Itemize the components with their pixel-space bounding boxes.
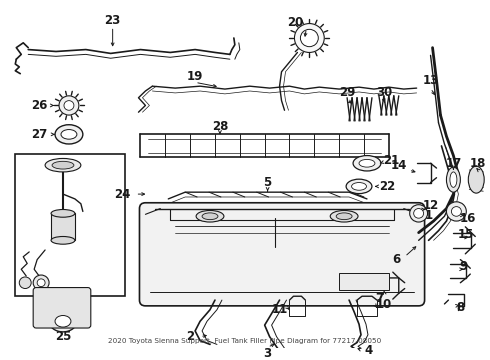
Circle shape: [300, 29, 318, 47]
Text: 22: 22: [379, 180, 395, 193]
Text: 1: 1: [424, 209, 433, 222]
Text: 15: 15: [458, 228, 474, 241]
Text: 18: 18: [470, 157, 487, 170]
Ellipse shape: [353, 156, 381, 171]
Ellipse shape: [359, 159, 375, 167]
Ellipse shape: [352, 183, 367, 190]
Ellipse shape: [52, 161, 74, 169]
Text: 7: 7: [375, 292, 383, 305]
Text: 19: 19: [187, 70, 203, 83]
Text: 9: 9: [459, 260, 467, 273]
Circle shape: [446, 202, 466, 221]
Circle shape: [59, 96, 79, 115]
Bar: [339, 273, 389, 291]
Circle shape: [451, 207, 462, 216]
Ellipse shape: [55, 125, 83, 144]
Text: 5: 5: [264, 176, 272, 189]
Ellipse shape: [336, 213, 352, 220]
Ellipse shape: [49, 311, 77, 332]
Text: 24: 24: [114, 188, 131, 201]
Ellipse shape: [346, 179, 372, 194]
Text: 29: 29: [339, 86, 355, 99]
Ellipse shape: [446, 167, 461, 192]
Ellipse shape: [55, 315, 71, 327]
Text: 25: 25: [55, 330, 71, 343]
Text: 12: 12: [422, 199, 439, 212]
Ellipse shape: [45, 158, 81, 172]
Text: 10: 10: [376, 298, 392, 311]
FancyBboxPatch shape: [140, 203, 425, 306]
Bar: [51, 213, 75, 240]
Text: 8: 8: [456, 301, 465, 314]
Ellipse shape: [61, 130, 77, 139]
Text: 27: 27: [31, 128, 47, 141]
Text: 4: 4: [365, 344, 373, 357]
Text: 3: 3: [264, 347, 271, 360]
Text: 13: 13: [422, 74, 439, 87]
Text: 30: 30: [376, 86, 392, 99]
Text: 6: 6: [392, 253, 401, 266]
Text: 17: 17: [445, 157, 462, 170]
Text: 23: 23: [104, 14, 121, 27]
Text: 11: 11: [271, 303, 288, 316]
Ellipse shape: [51, 237, 75, 244]
FancyBboxPatch shape: [33, 288, 91, 328]
Ellipse shape: [196, 211, 224, 222]
Circle shape: [410, 205, 428, 222]
Ellipse shape: [450, 172, 457, 187]
Text: 28: 28: [212, 120, 228, 133]
Ellipse shape: [468, 166, 484, 193]
Circle shape: [19, 277, 31, 288]
Text: 16: 16: [460, 212, 476, 225]
Ellipse shape: [51, 210, 75, 217]
Text: 2020 Toyota Sienna Support, Fuel Tank Filler Pipe Diagram for 77217-08050: 2020 Toyota Sienna Support, Fuel Tank Fi…: [108, 338, 381, 343]
Circle shape: [294, 23, 324, 53]
Bar: [15, 154, 124, 296]
Circle shape: [64, 101, 74, 110]
Text: 2: 2: [186, 330, 194, 343]
Text: 14: 14: [391, 159, 407, 172]
Ellipse shape: [330, 211, 358, 222]
Circle shape: [33, 275, 49, 291]
Text: 26: 26: [31, 99, 48, 112]
Circle shape: [414, 208, 423, 218]
Text: 20: 20: [287, 16, 304, 29]
Circle shape: [37, 279, 45, 287]
Text: 21: 21: [383, 154, 399, 167]
Ellipse shape: [202, 213, 218, 220]
